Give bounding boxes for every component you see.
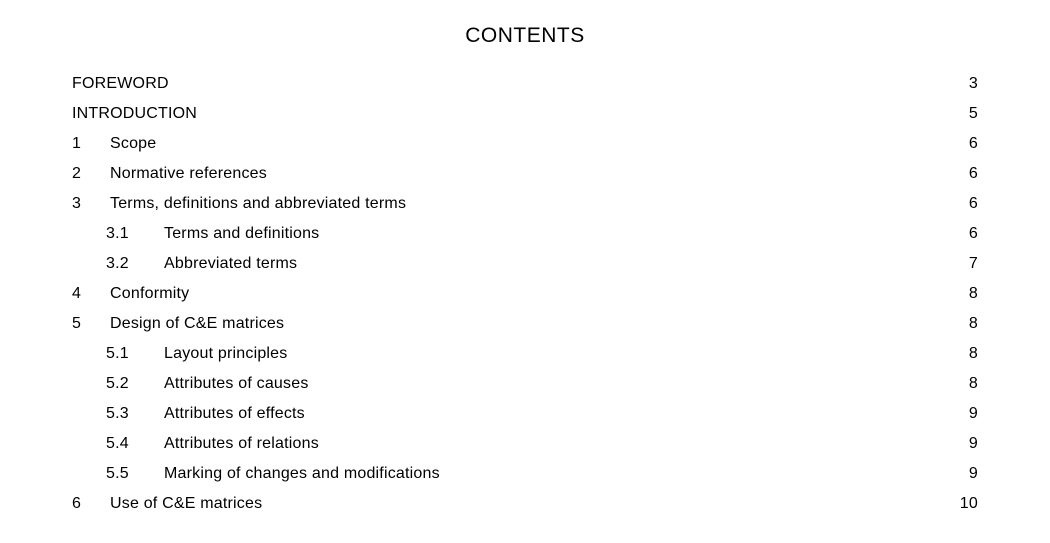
toc-entry-page: 9 xyxy=(967,436,978,452)
toc-entry: INTRODUCTION 5 xyxy=(72,106,978,122)
toc-entry: 3Terms, definitions and abbreviated term… xyxy=(72,196,978,212)
toc-entry-page: 8 xyxy=(967,346,978,362)
toc-entry-page: 8 xyxy=(967,316,978,332)
toc-entry-page: 6 xyxy=(967,166,978,182)
toc-entry-number: 3.1 xyxy=(106,226,164,242)
toc-entry-number: 5.4 xyxy=(106,436,164,452)
toc-entry: 3.2Abbreviated terms 7 xyxy=(72,256,978,272)
toc-entry-number: 5.2 xyxy=(106,376,164,392)
toc-entry-number: 5 xyxy=(72,316,110,332)
toc-entry-number: 4 xyxy=(72,286,110,302)
toc-entry-label: FOREWORD xyxy=(72,76,169,92)
toc-entry-label: Attributes of relations xyxy=(164,436,319,452)
toc-entry-number: 5.3 xyxy=(106,406,164,422)
toc-entry: 5.5Marking of changes and modifications 9 xyxy=(72,466,978,482)
toc-entry: 5.3Attributes of effects 9 xyxy=(72,406,978,422)
toc-entry: 5.2Attributes of causes 8 xyxy=(72,376,978,392)
toc-entry-page: 9 xyxy=(967,406,978,422)
toc-entry-number: 5.1 xyxy=(106,346,164,362)
toc-entry-label: Attributes of effects xyxy=(164,406,305,422)
toc-entry-label: Conformity xyxy=(110,286,189,302)
toc-entry-page: 6 xyxy=(967,226,978,242)
toc-entry: 2Normative references 6 xyxy=(72,166,978,182)
toc-entry: 1Scope 6 xyxy=(72,136,978,152)
toc-entry-number: 6 xyxy=(72,496,110,512)
toc-entry: 5.1Layout principles 8 xyxy=(72,346,978,362)
toc-entry: 3.1Terms and definitions 6 xyxy=(72,226,978,242)
toc-entry-page: 3 xyxy=(967,76,978,92)
toc-entry-page: 6 xyxy=(967,196,978,212)
toc-entry-label: Scope xyxy=(110,136,156,152)
toc-entry-label: Layout principles xyxy=(164,346,287,362)
toc-entry-page: 10 xyxy=(958,496,978,512)
toc-entry-label: Use of C&E matrices xyxy=(110,496,262,512)
toc-entry-page: 8 xyxy=(967,376,978,392)
toc-entry-label: Abbreviated terms xyxy=(164,256,297,272)
toc-entry-number: 2 xyxy=(72,166,110,182)
toc-entry: 5.4Attributes of relations 9 xyxy=(72,436,978,452)
toc-entry-page: 5 xyxy=(967,106,978,122)
toc-entry-label: Normative references xyxy=(110,166,267,182)
toc-entry-label: Attributes of causes xyxy=(164,376,309,392)
toc-entry-page: 8 xyxy=(967,286,978,302)
toc-list: FOREWORD3INTRODUCTION51Scope62Normative … xyxy=(72,76,978,512)
toc-entry-label: Terms and definitions xyxy=(164,226,319,242)
page: CONTENTS FOREWORD3INTRODUCTION51Scope62N… xyxy=(0,0,1050,543)
contents-title: CONTENTS xyxy=(72,24,978,48)
toc-entry: 4Conformity 8 xyxy=(72,286,978,302)
toc-entry-number: 1 xyxy=(72,136,110,152)
toc-entry-number: 3.2 xyxy=(106,256,164,272)
toc-entry-label: Design of C&E matrices xyxy=(110,316,284,332)
toc-entry: 6Use of C&E matrices 10 xyxy=(72,496,978,512)
toc-entry-page: 6 xyxy=(967,136,978,152)
toc-entry-label: Terms, definitions and abbreviated terms xyxy=(110,196,406,212)
toc-entry: FOREWORD 3 xyxy=(72,76,978,92)
toc-entry-number: 5.5 xyxy=(106,466,164,482)
toc-entry-label: Marking of changes and modifications xyxy=(164,466,440,482)
toc-entry-page: 7 xyxy=(967,256,978,272)
toc-entry-page: 9 xyxy=(967,466,978,482)
toc-entry-label: INTRODUCTION xyxy=(72,106,197,122)
toc-entry-number: 3 xyxy=(72,196,110,212)
toc-entry: 5Design of C&E matrices 8 xyxy=(72,316,978,332)
